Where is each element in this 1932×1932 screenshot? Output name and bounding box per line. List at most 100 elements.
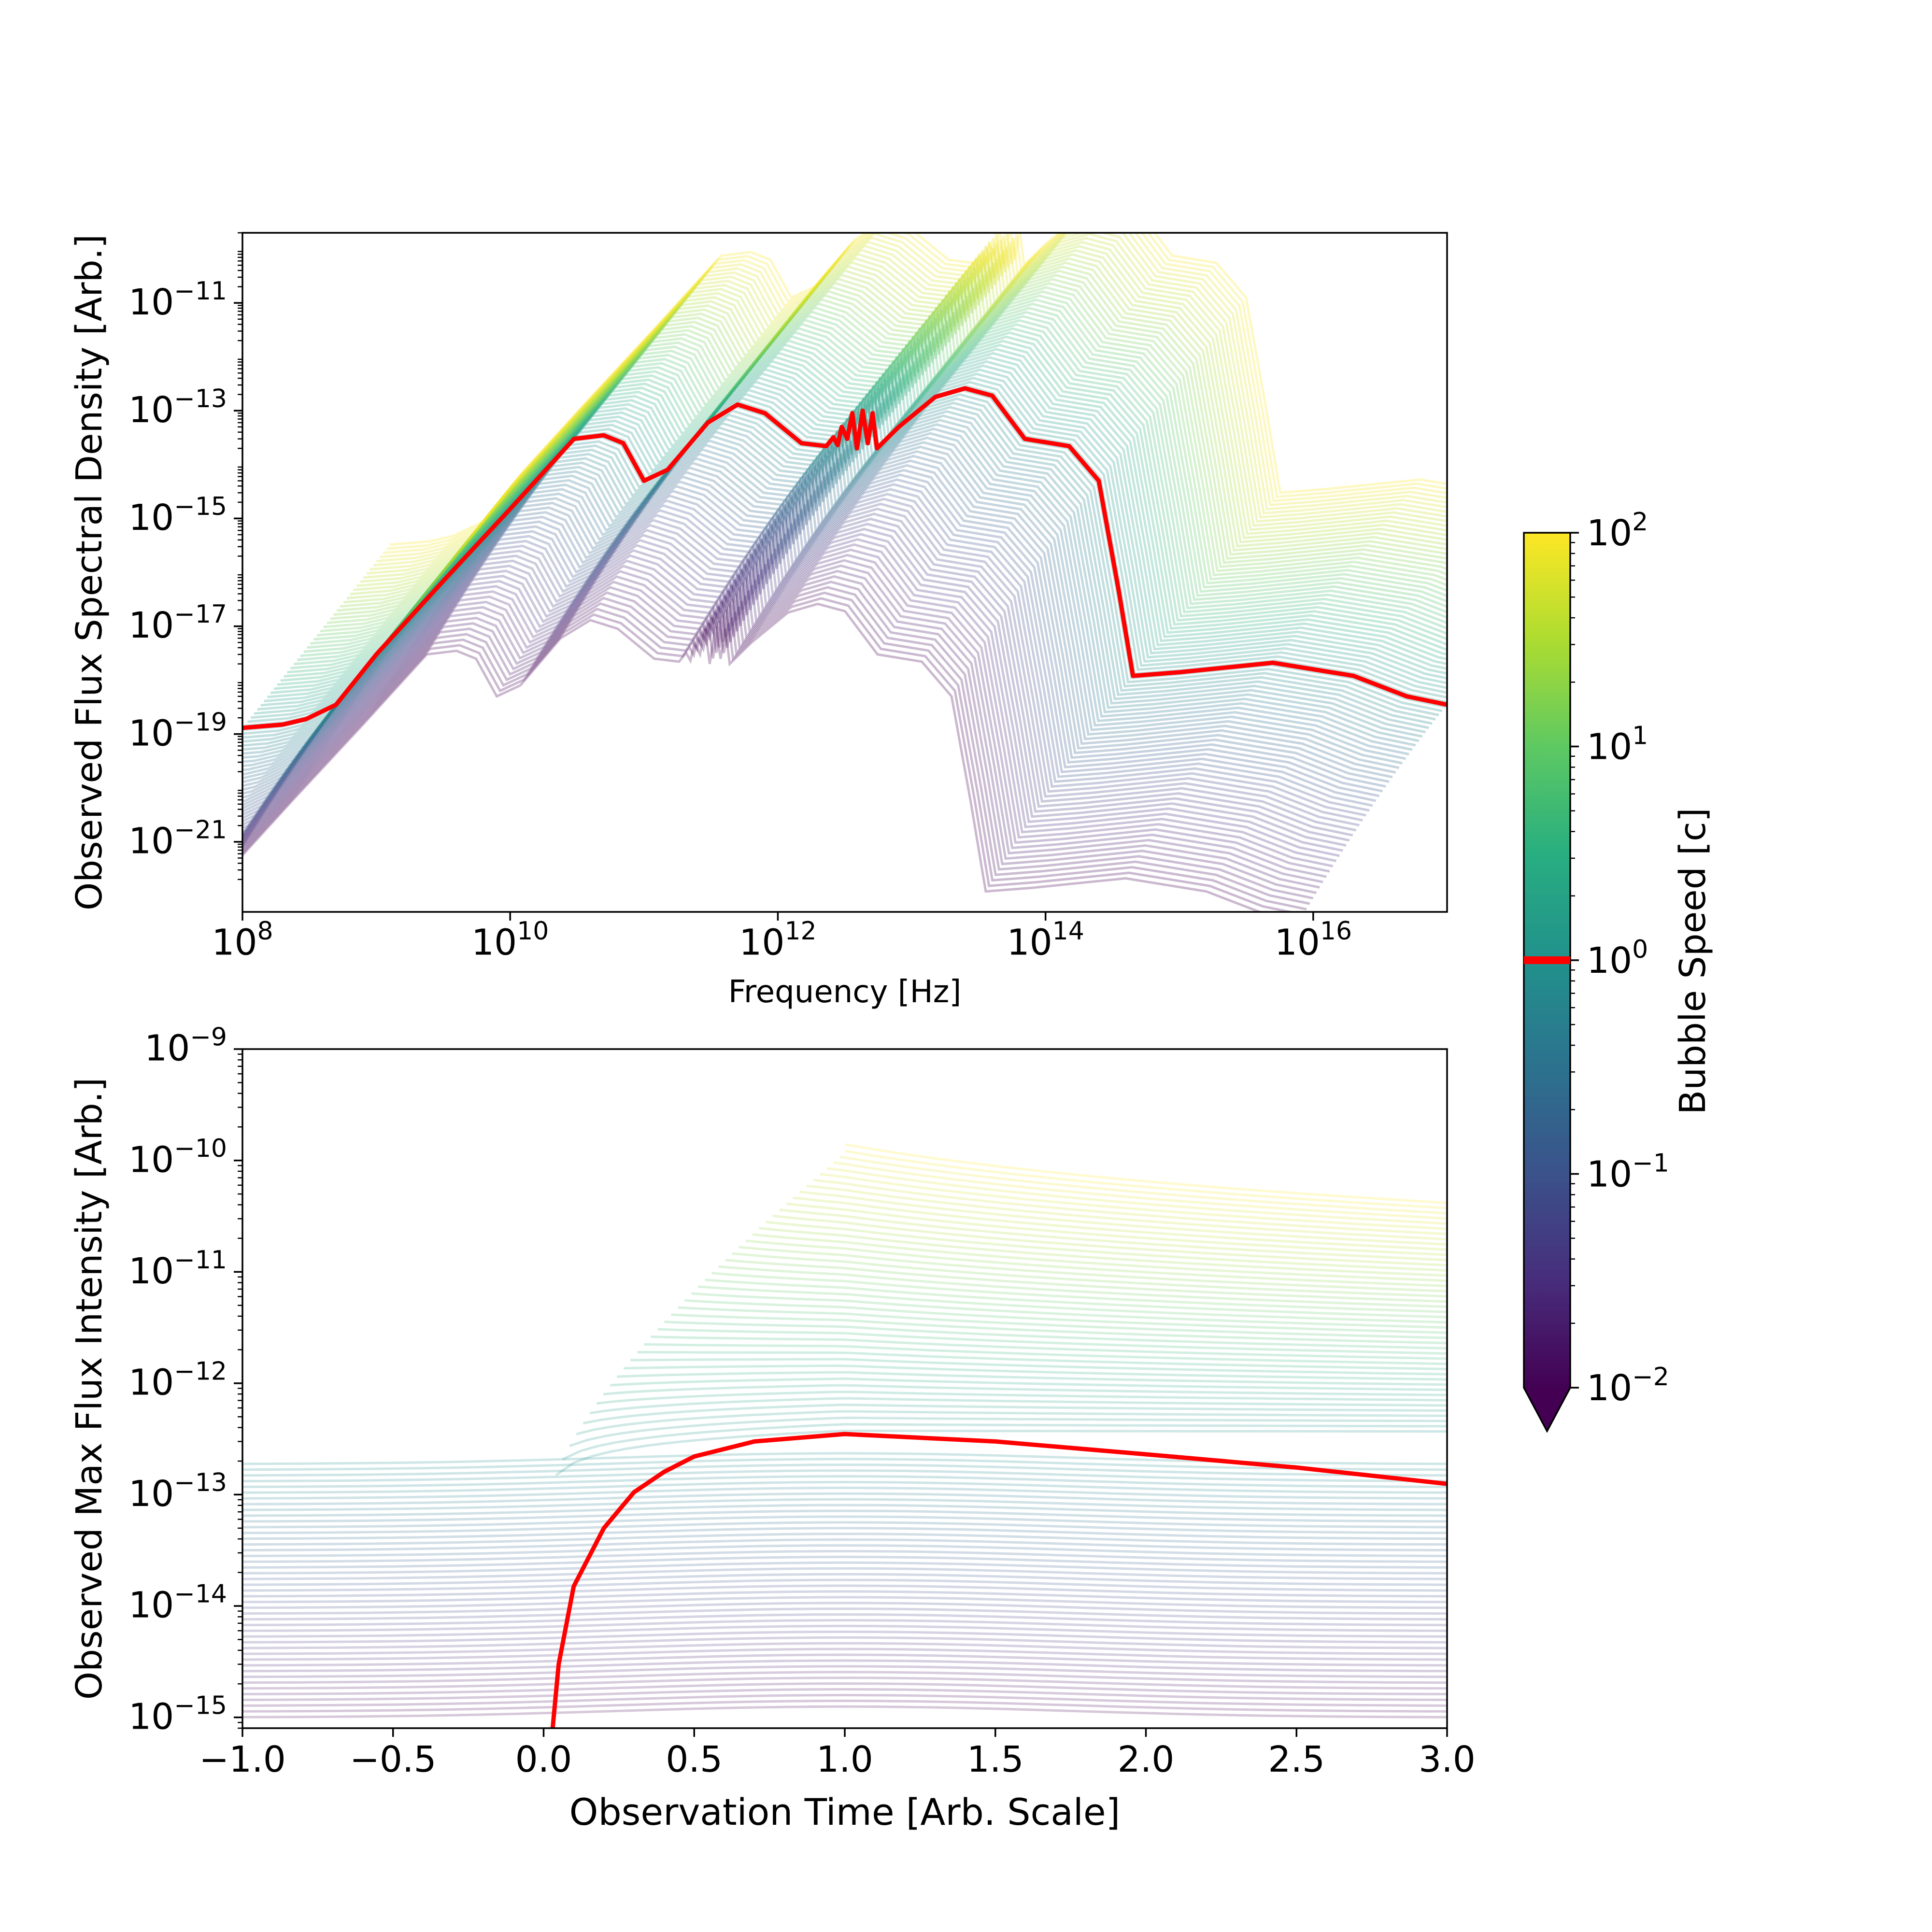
lightcurve-curve	[624, 1364, 1447, 1381]
lightcurve-curve	[242, 1636, 1447, 1649]
spectrum-curve	[242, 554, 1330, 873]
spectrum-curve	[242, 502, 1363, 826]
y-tick-label: 10−13	[128, 1468, 227, 1515]
lightcurve-curve	[242, 1555, 1447, 1569]
spectrum-curve	[290, 327, 1447, 669]
lightcurve-curve	[242, 1567, 1447, 1580]
spectrum-curve	[346, 257, 1447, 599]
lightcurve-curve	[242, 1607, 1447, 1621]
spectrum-curve	[242, 478, 1380, 810]
y-tick-label: 10−11	[128, 277, 227, 323]
spectrum-curve	[242, 523, 1350, 842]
spectrum-curve	[383, 233, 1447, 554]
spectrum-y-ticks: 10−21 10−19 10−17 10−15 10−13 10−11	[128, 232, 242, 881]
lightcurve-curve	[242, 1688, 1447, 1701]
lightcurve-curve	[242, 1630, 1447, 1644]
spectrum-curve	[389, 233, 1447, 546]
y-tick-label: 10−14	[128, 1580, 227, 1626]
lightcurve-curve	[242, 1549, 1447, 1563]
lightcurve-curve	[610, 1377, 1447, 1392]
lightcurve-curve	[844, 1150, 1447, 1209]
spectrum-curve	[277, 343, 1447, 686]
lightcurve-curve	[242, 1492, 1447, 1506]
spectrum-curve	[242, 493, 1370, 820]
spectrum-x-axis-label: Frequency [Hz]	[728, 974, 962, 1010]
lightcurve-curve	[766, 1221, 1447, 1272]
x-tick-label: 2.0	[1118, 1739, 1175, 1780]
lightcurve-curve	[617, 1371, 1447, 1386]
lightcurve-curve	[651, 1335, 1447, 1360]
lightcurve-curve	[242, 1642, 1447, 1655]
lightcurve-curve	[242, 1504, 1447, 1517]
spectrum-curve	[242, 538, 1340, 857]
x-tick-label: 1014	[1007, 917, 1084, 963]
spectrum-curve	[327, 282, 1447, 625]
spectrum-curve	[330, 278, 1447, 620]
lightcurve-curve	[718, 1265, 1447, 1308]
spectrum-curve	[242, 459, 1393, 795]
lightcurve-curve-family	[242, 1143, 1447, 1719]
lightcurve-curve	[242, 1653, 1447, 1667]
lightcurve-curve	[678, 1306, 1447, 1339]
lightcurve-x-ticks: −1.0 −0.5 0.0 0.5 1.0 1.5 2.0 2.5 3.0	[199, 1728, 1476, 1780]
lightcurve-curve	[242, 1659, 1447, 1673]
spectrum-curve	[307, 307, 1447, 649]
lightcurve-curve	[698, 1285, 1447, 1324]
spectrum-curve	[242, 469, 1386, 803]
spectrum-curve	[242, 419, 1423, 759]
lightcurve-curve	[242, 1515, 1447, 1529]
lightcurve-curve	[745, 1239, 1447, 1287]
spectrum-curve	[242, 423, 1420, 763]
lightcurve-y-ticks: 10−15 10−14 10−13 10−12 10−11 10−10 10−9	[128, 1023, 242, 1737]
lightcurve-curve	[242, 1602, 1447, 1615]
spectrum-curve	[242, 591, 1307, 910]
lightcurve-curve	[725, 1259, 1447, 1303]
lightcurve-curve	[691, 1292, 1447, 1329]
lightcurve-curve	[242, 1538, 1447, 1551]
spectrum-curve	[242, 436, 1409, 776]
spectrum-curve	[242, 517, 1353, 837]
spectrum-curve	[242, 575, 1317, 894]
highlighted-lightcurve-line	[550, 1432, 1447, 1728]
lightcurve-curve	[242, 1624, 1447, 1638]
lightcurve-panel: −1.0 −0.5 0.0 0.5 1.0 1.5 2.0 2.5 3.0 10−15 10−14…	[69, 1023, 1476, 1833]
spectrum-curve	[242, 450, 1400, 787]
colorbar-extend-min-triangle	[1524, 1388, 1570, 1431]
x-tick-label: 2.5	[1268, 1739, 1325, 1780]
x-tick-label: 1012	[739, 917, 816, 963]
spectrum-curve	[280, 340, 1447, 682]
spectrum-curve	[336, 270, 1447, 612]
spectrum-curve	[242, 512, 1357, 833]
spectrum-curve	[242, 602, 1266, 912]
spectrum-curve	[343, 261, 1447, 604]
spectrum-curve	[380, 233, 1447, 558]
lightcurve-curve	[242, 1613, 1447, 1626]
lightcurve-curve	[242, 1596, 1447, 1609]
lightcurve-curve	[705, 1279, 1447, 1319]
lightcurve-curve	[242, 1498, 1447, 1511]
spectrum-curve	[340, 265, 1447, 608]
y-tick-label: 10−17	[128, 600, 227, 646]
colorbar-tick-label: 100	[1587, 935, 1648, 981]
spectrum-curve	[242, 533, 1343, 852]
spectrum-curve	[320, 290, 1447, 633]
lightcurve-curve	[786, 1202, 1447, 1256]
spectrum-curve	[242, 586, 1310, 905]
lightcurve-curve	[242, 1527, 1447, 1540]
lightcurve-curve	[242, 1480, 1447, 1494]
lightcurve-curve	[806, 1184, 1447, 1241]
spectrum-curve	[242, 564, 1323, 883]
lightcurve-curve	[826, 1167, 1447, 1225]
x-tick-label: 1016	[1275, 917, 1352, 963]
lightcurve-curve	[242, 1676, 1447, 1690]
spectrum-curve	[303, 311, 1447, 653]
spectrum-curve	[242, 508, 1360, 830]
spectrum-curve	[267, 356, 1447, 698]
y-tick-label: 10−15	[128, 1691, 227, 1737]
lightcurve-curve	[242, 1699, 1447, 1713]
spectrum-curve	[373, 233, 1447, 567]
spectrum-curve	[264, 360, 1447, 703]
lightcurve-curve	[603, 1384, 1447, 1396]
spectrum-curve-family	[242, 233, 1447, 912]
x-tick-label: 0.0	[515, 1739, 572, 1780]
